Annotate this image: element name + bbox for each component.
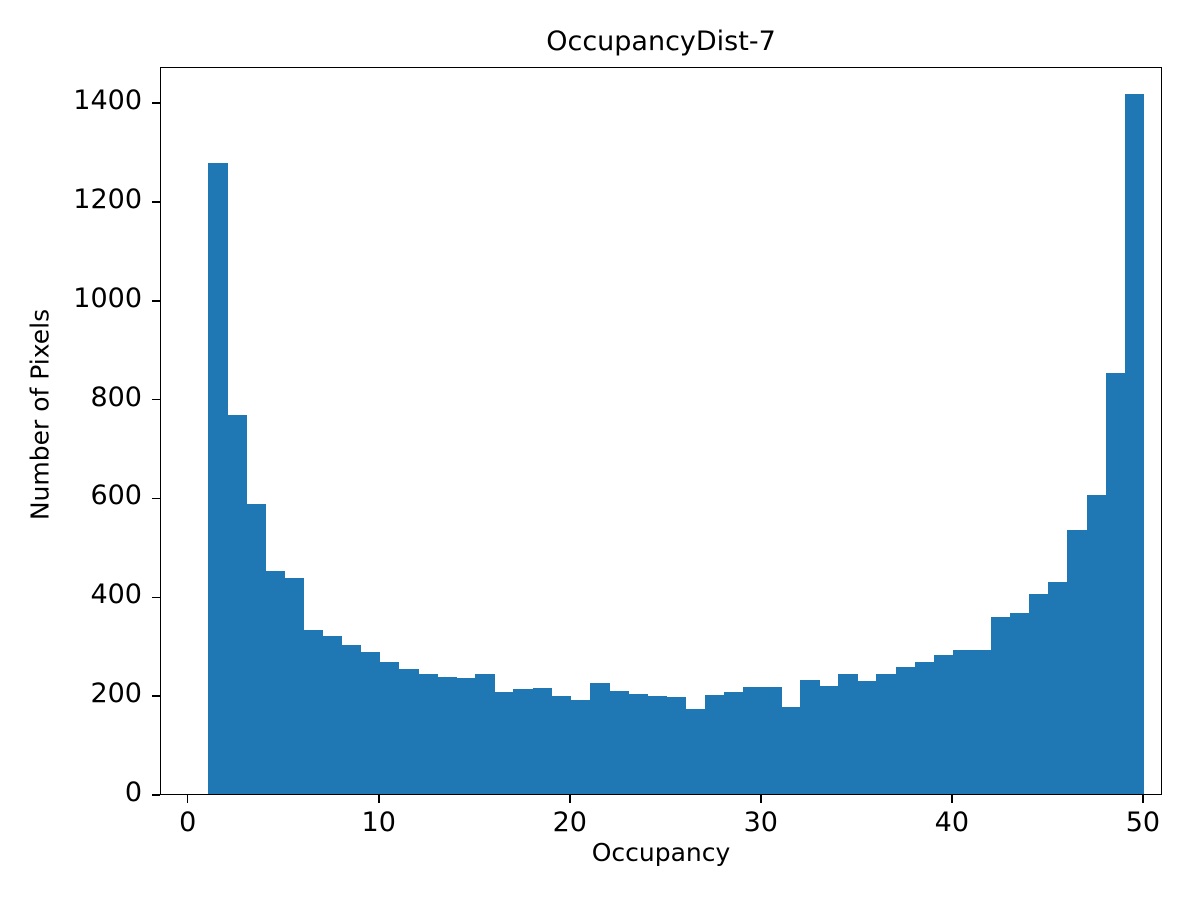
y-tick-mark <box>152 299 160 302</box>
x-tick-label: 50 <box>1125 807 1161 838</box>
histogram-bar <box>1124 93 1145 794</box>
histogram-bar <box>914 662 935 794</box>
y-tick-mark <box>152 596 160 599</box>
y-tick-mark <box>152 497 160 500</box>
histogram-bar <box>1067 530 1088 794</box>
histogram-bar <box>628 694 648 794</box>
histogram-bar <box>647 695 667 794</box>
x-tick-mark <box>951 795 953 803</box>
histogram-bar <box>1029 594 1049 794</box>
y-tick-label: 1200 <box>73 183 142 215</box>
histogram-bar <box>494 691 515 794</box>
histogram-bar <box>952 649 973 794</box>
histogram-bars <box>161 68 1161 794</box>
y-tick-label: 600 <box>90 480 142 512</box>
x-tick-label: 40 <box>934 807 970 838</box>
histogram-bar <box>723 691 744 794</box>
x-axis-label: Occupancy <box>591 838 731 867</box>
histogram-bar <box>513 688 534 794</box>
histogram-bar <box>742 687 763 794</box>
histogram-bar <box>322 635 343 794</box>
histogram-bar <box>857 680 878 794</box>
histogram-bar <box>685 709 706 794</box>
chart-title: OccupancyDist-7 <box>546 26 776 57</box>
y-tick-label: 200 <box>90 678 142 710</box>
x-tick-mark <box>1142 795 1144 803</box>
histogram-bar <box>589 683 610 794</box>
y-tick-label: 400 <box>90 579 142 611</box>
histogram-bar <box>456 678 476 794</box>
histogram-bar <box>1048 581 1069 794</box>
histogram-bar <box>570 700 591 794</box>
histogram-bar <box>398 669 419 794</box>
histogram-bar <box>226 415 247 794</box>
x-tick-label: 20 <box>552 807 587 838</box>
y-tick-label: 1400 <box>73 85 142 117</box>
histogram-bar <box>800 679 820 794</box>
histogram-bar <box>417 673 438 794</box>
histogram-bar <box>207 162 228 794</box>
x-tick-mark <box>377 795 380 803</box>
histogram-bar <box>379 661 400 794</box>
histogram-bar <box>1086 495 1107 794</box>
x-tick-label: 10 <box>361 807 396 838</box>
y-axis-label-container: Number of Pixels <box>0 0 60 900</box>
histogram-bar <box>341 644 362 794</box>
x-tick-mark <box>568 795 571 803</box>
y-tick-label: 800 <box>90 381 142 413</box>
histogram-bar <box>551 696 572 794</box>
histogram-bar <box>1105 373 1126 794</box>
histogram-bar <box>360 651 381 794</box>
histogram-bar <box>838 674 858 794</box>
histogram-bar <box>704 695 725 794</box>
y-tick-mark <box>152 201 160 203</box>
y-tick-mark <box>152 398 160 401</box>
plot-area <box>160 67 1162 795</box>
x-tick-label: 30 <box>743 807 778 838</box>
histogram-bar <box>895 666 916 794</box>
histogram-bar <box>532 687 553 794</box>
y-tick-label: 1000 <box>73 282 142 314</box>
histogram-bar <box>284 578 304 794</box>
histogram-bar <box>437 676 457 794</box>
histogram-bar <box>761 687 782 794</box>
histogram-bar <box>265 570 285 794</box>
x-tick-mark <box>186 795 189 803</box>
histogram-bar <box>780 706 801 794</box>
histogram-bar <box>303 630 324 794</box>
x-tick-mark <box>760 795 762 803</box>
histogram-bar <box>666 697 686 794</box>
y-tick-mark <box>152 794 160 796</box>
histogram-bar <box>246 504 266 794</box>
histogram-bar <box>608 691 629 794</box>
histogram-bar <box>475 673 495 794</box>
histogram-bar <box>1010 612 1030 794</box>
histogram-bar <box>991 616 1011 794</box>
y-tick-label: 0 <box>124 777 142 808</box>
histogram-bar <box>876 673 897 794</box>
histogram-bar <box>933 655 954 794</box>
histogram-bar <box>971 650 992 794</box>
y-tick-mark <box>152 695 160 697</box>
y-tick-mark <box>152 102 160 104</box>
x-tick-label: 0 <box>179 807 197 838</box>
histogram-bar <box>819 685 839 794</box>
